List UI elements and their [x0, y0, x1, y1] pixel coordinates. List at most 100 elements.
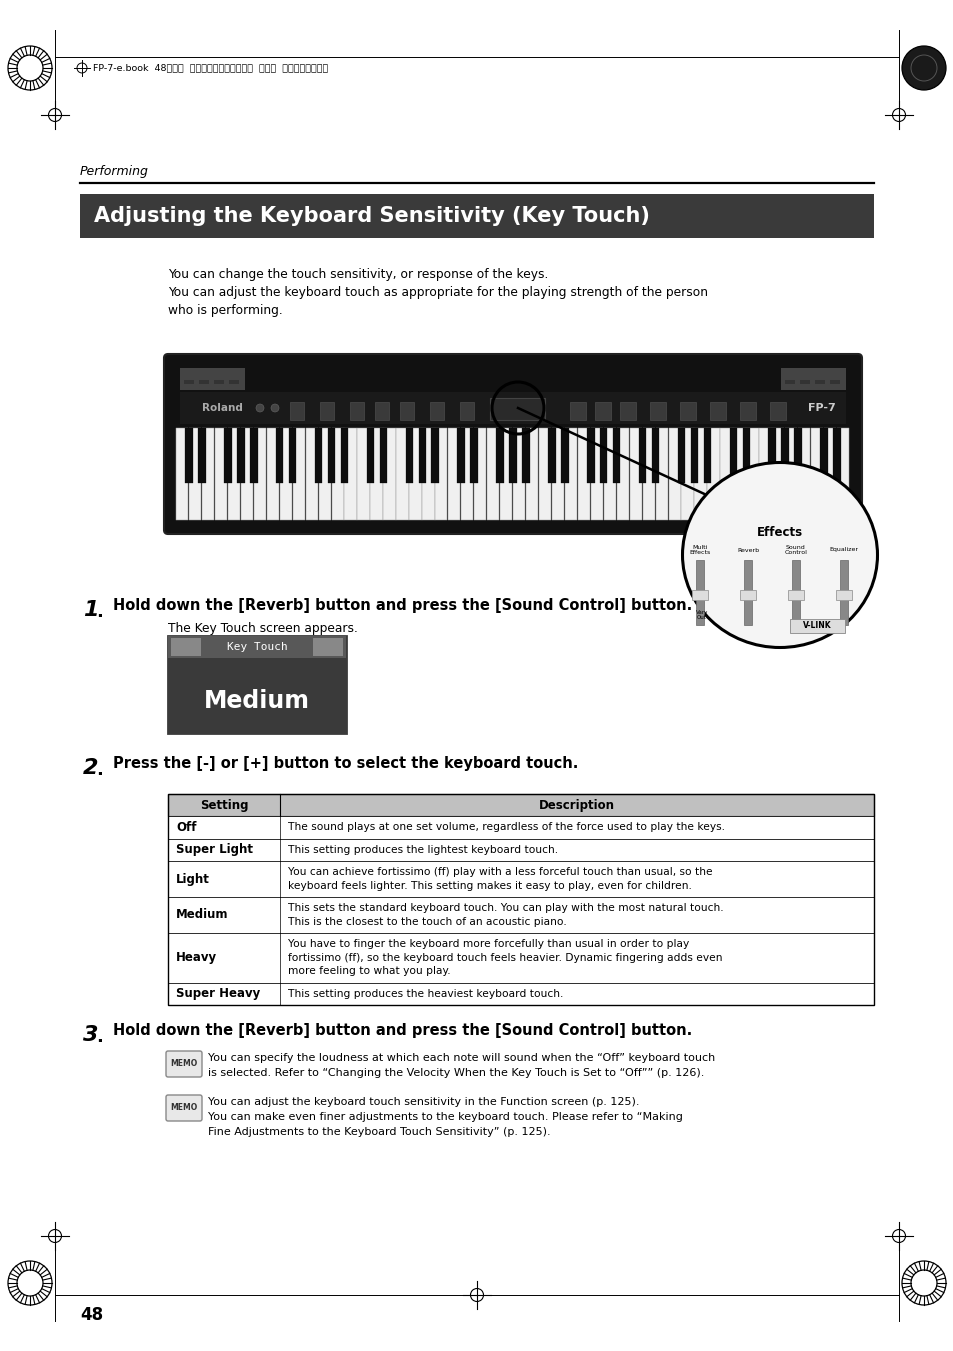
Bar	[313, 638, 343, 657]
Bar	[745, 428, 758, 520]
Text: You can make even finer adjustments to the keyboard touch. Please refer to “Maki: You can make even finer adjustments to t…	[208, 1112, 682, 1121]
Bar	[499, 428, 512, 520]
Text: Effects: Effects	[756, 527, 802, 539]
Bar	[214, 428, 227, 520]
Text: The sound plays at one set volume, regardless of the force used to play the keys: The sound plays at one set volume, regar…	[288, 823, 724, 832]
Bar	[240, 428, 253, 520]
Bar	[612, 428, 619, 484]
Text: fortissimo (ff), so the keyboard touch feels heavier. Dynamic fingering adds eve: fortissimo (ff), so the keyboard touch f…	[288, 952, 721, 963]
Bar	[357, 428, 370, 520]
Bar	[279, 428, 292, 520]
Text: Multi
Effects: Multi Effects	[689, 544, 710, 555]
Bar	[422, 428, 434, 520]
Bar	[199, 380, 209, 384]
Bar	[521, 428, 529, 484]
Bar	[275, 428, 283, 484]
Text: MEMO: MEMO	[171, 1104, 197, 1112]
Bar	[228, 428, 240, 520]
Bar	[344, 428, 356, 520]
Bar	[513, 428, 525, 520]
Bar	[578, 428, 590, 520]
Bar	[784, 428, 797, 520]
Bar	[548, 428, 555, 484]
Bar	[185, 428, 193, 484]
Bar	[168, 794, 873, 1005]
Bar	[668, 428, 680, 520]
Text: Super Heavy: Super Heavy	[175, 988, 260, 1000]
Text: You can achieve fortissimo (ff) play with a less forceful touch than usual, so t: You can achieve fortissimo (ff) play wit…	[288, 867, 712, 877]
Bar	[375, 403, 389, 420]
Bar	[525, 428, 537, 520]
Bar	[616, 428, 628, 520]
Bar	[564, 428, 577, 520]
Bar	[229, 380, 239, 384]
Text: who is performing.: who is performing.	[168, 304, 282, 317]
Text: is selected. Refer to “Changing the Velocity When the Key Touch is Set to “Off””: is selected. Refer to “Changing the Velo…	[208, 1069, 703, 1078]
Bar	[729, 428, 737, 484]
Bar	[395, 428, 408, 520]
Text: Hold down the [Reverb] button and press the [Sound Control] button.: Hold down the [Reverb] button and press …	[112, 598, 692, 613]
Bar	[538, 428, 551, 520]
Bar	[168, 861, 873, 897]
Text: 48: 48	[80, 1306, 103, 1324]
Bar	[651, 428, 659, 484]
Bar	[474, 428, 486, 520]
Bar	[305, 428, 317, 520]
Text: Performing: Performing	[80, 165, 149, 178]
Circle shape	[271, 404, 278, 412]
Bar	[496, 428, 503, 484]
Bar	[835, 590, 851, 600]
Bar	[253, 428, 266, 520]
Bar	[350, 403, 364, 420]
Bar	[781, 367, 845, 390]
Bar	[459, 403, 474, 420]
Text: This setting produces the lightest keyboard touch.: This setting produces the lightest keybo…	[288, 844, 558, 855]
FancyBboxPatch shape	[166, 1096, 202, 1121]
Bar	[595, 403, 610, 420]
Bar	[470, 428, 477, 484]
Bar	[569, 403, 585, 420]
Text: keyboard feels lighter. This setting makes it easy to play, even for children.: keyboard feels lighter. This setting mak…	[288, 881, 691, 890]
Bar	[800, 380, 809, 384]
Text: Roland: Roland	[202, 403, 243, 413]
Text: You can specify the loudness at which each note will sound when the “Off” keyboa: You can specify the loudness at which ea…	[208, 1052, 715, 1063]
Bar	[810, 428, 822, 520]
Bar	[430, 403, 443, 420]
Bar	[679, 403, 696, 420]
Bar	[168, 636, 346, 658]
Text: Equalizer: Equalizer	[828, 547, 858, 553]
Bar	[267, 428, 278, 520]
Bar	[720, 428, 732, 520]
Text: The Key Touch screen appears.: The Key Touch screen appears.	[168, 621, 357, 635]
Bar	[769, 403, 785, 420]
Bar	[460, 428, 473, 520]
Bar	[680, 428, 693, 520]
Text: This is the closest to the touch of an acoustic piano.: This is the closest to the touch of an a…	[288, 917, 566, 927]
Bar	[175, 428, 188, 520]
Bar	[642, 428, 654, 520]
Text: Description: Description	[538, 798, 615, 812]
Bar	[168, 816, 873, 839]
Bar	[456, 428, 464, 484]
Bar	[829, 380, 840, 384]
Bar	[639, 428, 646, 484]
Text: Light: Light	[175, 873, 210, 885]
Bar	[789, 619, 844, 634]
Bar	[740, 403, 755, 420]
Bar	[707, 428, 719, 520]
Bar	[487, 428, 498, 520]
Bar	[202, 428, 214, 520]
Bar	[370, 428, 382, 520]
Bar	[213, 380, 224, 384]
Text: You can change the touch sensitivity, or response of the keys.: You can change the touch sensitivity, or…	[168, 267, 548, 281]
Bar	[171, 638, 201, 657]
Bar	[224, 428, 232, 484]
Text: FP-7: FP-7	[807, 403, 835, 413]
Bar	[649, 403, 665, 420]
Text: 1: 1	[83, 600, 98, 620]
Bar	[551, 428, 563, 520]
Text: Hold down the [Reverb] button and press the [Sound Control] button.: Hold down the [Reverb] button and press …	[112, 1023, 692, 1038]
Bar	[691, 590, 707, 600]
Text: V-LINK: V-LINK	[801, 621, 830, 631]
Text: MEMO: MEMO	[171, 1059, 197, 1069]
